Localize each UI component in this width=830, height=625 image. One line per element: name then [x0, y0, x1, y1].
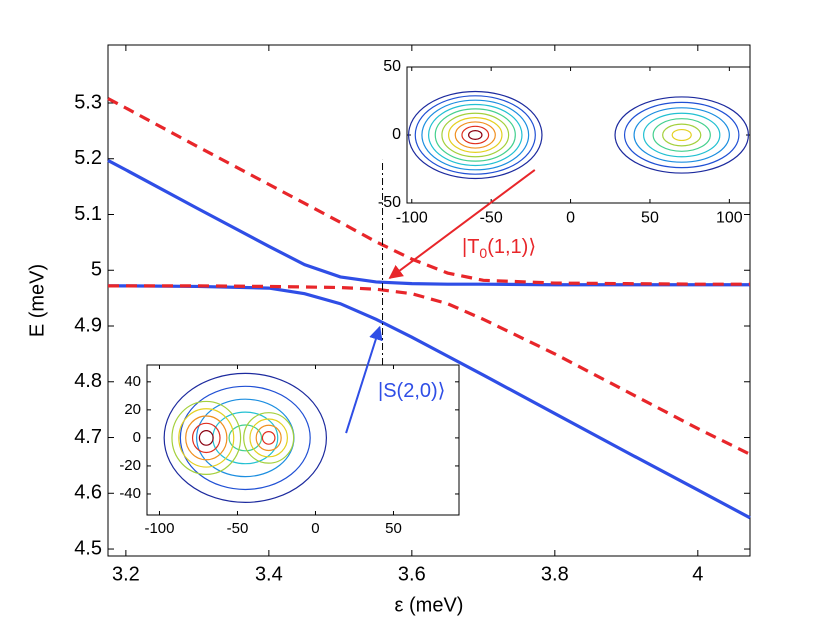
- annotation: |S(2,0)⟩: [378, 380, 445, 402]
- contour-level: [427, 103, 523, 167]
- y-tick-label: 0: [133, 429, 141, 446]
- annotation-part: 0: [479, 245, 487, 261]
- contour-level: [623, 101, 740, 169]
- y-tick-label: 50: [383, 58, 401, 75]
- contour-level: [461, 125, 490, 145]
- contour-level: [614, 96, 750, 174]
- contour-level: [643, 112, 721, 158]
- annotation-arrow: [388, 169, 536, 279]
- x-axis-label: ε (meV): [395, 594, 464, 616]
- contour-level: [633, 107, 730, 163]
- y-tick-label: 5.2: [74, 147, 102, 169]
- contour-level: [261, 430, 276, 445]
- contour-level: [421, 99, 530, 171]
- y-tick-label: -20: [119, 457, 141, 474]
- y-tick-label: 40: [124, 373, 141, 390]
- x-tick-label: -100: [396, 209, 428, 226]
- contour-level: [671, 128, 692, 142]
- y-tick-label: 4.9: [74, 314, 102, 336]
- contour-level: [185, 415, 228, 461]
- axes-box: [406, 66, 751, 204]
- x-tick-label: 3.4: [255, 563, 283, 585]
- annotation-part: |S(2,0)⟩: [378, 380, 445, 402]
- line-series: [108, 284, 751, 520]
- x-tick-label: 0: [311, 520, 319, 537]
- annotation-part: (1,1)⟩: [487, 236, 536, 258]
- contour-level: [163, 372, 328, 503]
- contour-level: [441, 112, 510, 158]
- contour-level: [228, 424, 263, 452]
- contour-level: [191, 422, 221, 454]
- contour-level: [652, 118, 711, 152]
- y-tick-label: 4.5: [74, 537, 102, 559]
- annotation-part: |T: [462, 236, 479, 258]
- axes-box: [146, 364, 460, 516]
- annotation-arrow: [345, 325, 383, 434]
- x-tick-label: 3.8: [541, 563, 569, 585]
- x-tick-label: 3.2: [112, 563, 140, 585]
- contour-level: [434, 108, 516, 162]
- contour-level: [198, 430, 214, 446]
- y-tick-label: 5.3: [74, 91, 102, 113]
- x-tick-label: -50: [480, 209, 503, 226]
- y-tick-label: 4.7: [74, 426, 102, 448]
- annotation: |T0(1,1)⟩: [462, 236, 536, 260]
- contour-level: [448, 116, 503, 154]
- x-tick-label: 3.6: [398, 563, 426, 585]
- line-series: [107, 97, 750, 286]
- y-tick-label: 20: [124, 401, 141, 418]
- contour-level: [255, 424, 282, 452]
- x-tick-label: -50: [227, 520, 249, 537]
- contour-level: [179, 385, 311, 491]
- contour-level: [178, 408, 235, 468]
- x-tick-label: 50: [641, 209, 659, 226]
- contour-level: [243, 412, 295, 464]
- contour-level: [468, 130, 483, 140]
- y-tick-label: -50: [378, 194, 401, 211]
- x-tick-label: 4: [692, 563, 703, 585]
- x-tick-label: -100: [144, 520, 174, 537]
- contour-level: [414, 95, 536, 175]
- line-series: [108, 284, 751, 456]
- y-tick-label: 0: [392, 126, 401, 143]
- y-axis-label: E (meV): [26, 264, 48, 337]
- contour-level: [407, 90, 543, 180]
- contour-level: [454, 121, 496, 149]
- contour-level: [662, 123, 702, 147]
- x-tick-label: 0: [566, 209, 575, 226]
- y-tick-label: 5.1: [74, 203, 102, 225]
- x-tick-label: 100: [716, 209, 743, 226]
- y-tick-label: 4.8: [74, 370, 102, 392]
- y-tick-label: 5: [91, 259, 102, 281]
- x-tick-label: 50: [385, 520, 402, 537]
- y-tick-label: -40: [119, 485, 141, 502]
- contour-level: [249, 418, 288, 458]
- y-tick-label: 4.6: [74, 482, 102, 504]
- contour-level: [171, 400, 242, 475]
